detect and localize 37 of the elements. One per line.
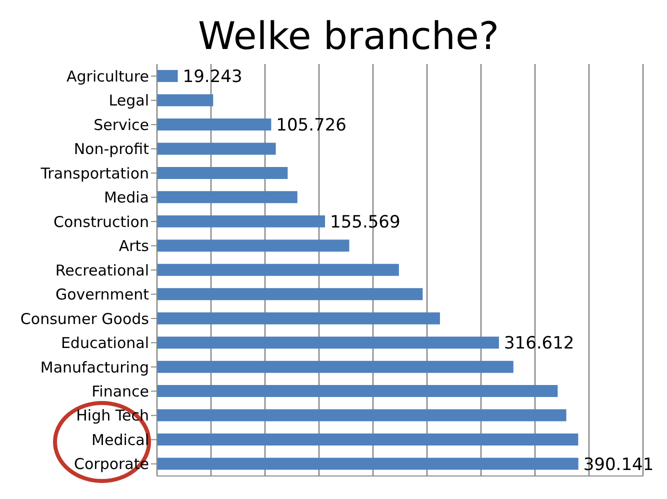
y-tick-label: Legal — [108, 92, 149, 110]
data-label: 19.243 — [182, 67, 242, 88]
bar — [157, 385, 558, 398]
bar — [157, 336, 499, 349]
bar — [157, 434, 578, 446]
y-tick-label: Educational — [60, 334, 149, 352]
bar — [157, 70, 178, 82]
bar — [157, 118, 272, 130]
data-label: 390.141 — [583, 454, 654, 475]
data-label: 316.612 — [504, 334, 574, 354]
y-tick-label: Government — [55, 286, 150, 304]
y-tick-label: Finance — [92, 382, 149, 400]
bar — [157, 458, 578, 470]
y-tick-label: Non-profit — [74, 140, 150, 158]
chart-title: Welke branche? — [198, 14, 500, 58]
bar — [157, 215, 326, 228]
bar — [157, 409, 566, 422]
y-tick-label: Consumer Goods — [20, 310, 150, 328]
bar — [157, 288, 423, 300]
bar — [157, 166, 288, 179]
y-tick-label: Arts — [118, 237, 150, 256]
y-tick-label: Construction — [53, 212, 149, 231]
data-label: 155.569 — [330, 212, 400, 232]
data-label: 105.726 — [276, 116, 346, 136]
y-tick-label: Recreational — [55, 261, 149, 280]
bar — [157, 240, 350, 252]
y-tick-label: Media — [104, 188, 149, 207]
bar — [157, 264, 399, 276]
bar — [157, 360, 514, 373]
bar — [157, 191, 298, 204]
bar — [157, 312, 440, 324]
y-tick-label: Manufacturing — [40, 358, 149, 376]
y-tick-label: Service — [94, 116, 149, 134]
y-tick-label: Agriculture — [66, 67, 149, 86]
bar — [157, 94, 214, 106]
y-tick-label: Transportation — [40, 164, 149, 182]
bar — [157, 142, 276, 155]
